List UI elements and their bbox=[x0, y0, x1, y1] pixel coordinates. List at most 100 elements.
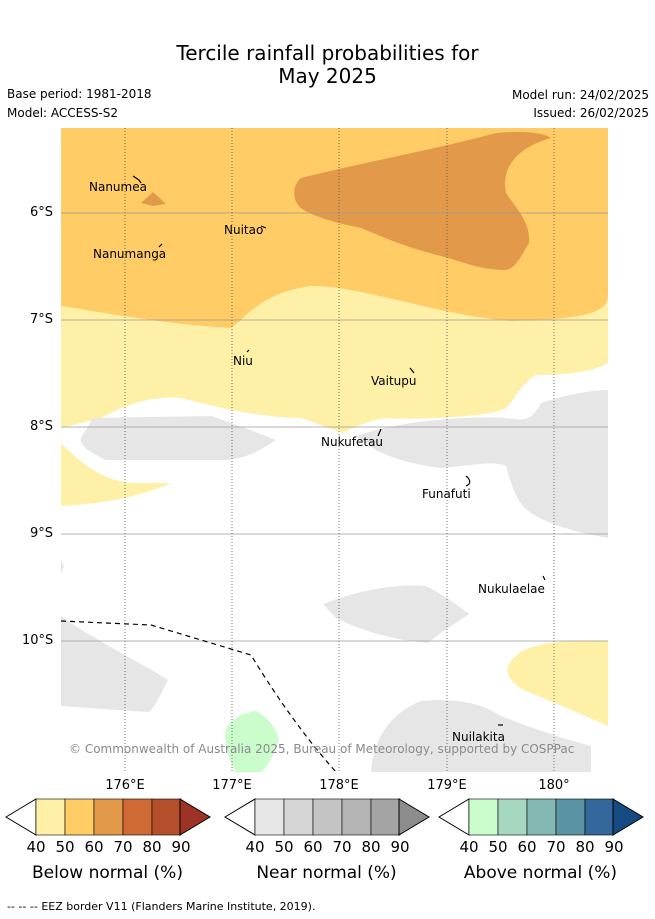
colorbar-near-normal bbox=[224, 798, 430, 836]
eez-legend-symbol: -- -- -- bbox=[7, 900, 38, 913]
place-label-nanumea: Nanumea bbox=[89, 180, 147, 194]
near-normal-40-region-edge bbox=[61, 560, 64, 574]
place-label-nukulaelae: Nukulaelae bbox=[478, 582, 545, 596]
map-title-line2: May 2025 bbox=[278, 64, 377, 88]
colorbar-below-cell-70 bbox=[122, 798, 153, 836]
place-label-nukufetau: Nukufetau bbox=[321, 435, 384, 449]
colorbar-below-tick-90: 90 bbox=[171, 838, 191, 856]
lat-label-9s: 9°S bbox=[30, 526, 54, 541]
colorbar-below-cell-60 bbox=[93, 798, 124, 836]
colorbar-below-tick-40: 40 bbox=[26, 838, 46, 856]
lon-label-180: 180° bbox=[538, 778, 570, 793]
eez-legend-label: EEZ border V11 (Flanders Marine Institut… bbox=[41, 900, 316, 913]
near-normal-40-region-southwest bbox=[61, 616, 168, 712]
colorbar-near-under-arrow bbox=[224, 798, 256, 836]
place-label-vaitupu: Vaitupu bbox=[371, 374, 417, 388]
colorbar-above-tick-80: 80 bbox=[575, 838, 595, 856]
longitude-gridlines bbox=[124, 128, 555, 772]
colorbar-above-normal bbox=[438, 798, 644, 836]
colorbar-near-cell-60 bbox=[312, 798, 343, 836]
lon-label-179e: 179°E bbox=[427, 778, 467, 793]
colorbar-near-cell-50 bbox=[283, 798, 314, 836]
colorbar-below-title: Below normal (%) bbox=[32, 863, 183, 883]
island-mark-nukulaelae bbox=[542, 575, 546, 581]
colorbar-near-tick-40: 40 bbox=[245, 838, 265, 856]
colorbar-near-over-arrow bbox=[398, 798, 430, 836]
colorbar-near-tick-70: 70 bbox=[332, 838, 352, 856]
colorbar-above-tick-90: 90 bbox=[604, 838, 624, 856]
island-marks bbox=[132, 175, 546, 726]
below-normal-40-region-southeast bbox=[507, 640, 608, 726]
eez-border-line bbox=[61, 620, 337, 772]
colorbar-below-normal bbox=[5, 798, 211, 836]
model-name: Model: ACCESS-S2 bbox=[7, 106, 119, 120]
near-normal-40-region-southeast bbox=[371, 700, 591, 772]
place-label-nanumanga: Nanumanga bbox=[93, 247, 167, 261]
island-mark-nukufetau bbox=[377, 428, 382, 437]
colorbar-above-cell-70 bbox=[555, 798, 586, 836]
colorbar-above-tick-60: 60 bbox=[517, 838, 537, 856]
place-label-funafuti: Funafuti bbox=[422, 487, 471, 501]
colorbar-above-cell-50 bbox=[497, 798, 528, 836]
colorbar-below-tick-50: 50 bbox=[55, 838, 75, 856]
colorbar-near-tick-80: 80 bbox=[361, 838, 381, 856]
colorbar-below-cells bbox=[35, 798, 182, 836]
colorbar-below-under-arrow bbox=[5, 798, 37, 836]
island-mark-nuitao bbox=[260, 225, 267, 229]
lat-label-8s: 8°S bbox=[30, 419, 54, 434]
colorbar-near-cell-70 bbox=[341, 798, 372, 836]
lat-label-7s: 7°S bbox=[30, 312, 54, 327]
eez-legend: -- -- -- EEZ border V11 (Flanders Marine… bbox=[7, 900, 315, 913]
colorbar-above-tick-50: 50 bbox=[488, 838, 508, 856]
below-normal-40-region bbox=[61, 286, 608, 433]
latitude-gridlines bbox=[61, 212, 608, 642]
colorbar-below-cell-80 bbox=[151, 798, 182, 836]
colorbar-below-cell-50 bbox=[64, 798, 95, 836]
island-mark-niu bbox=[246, 349, 250, 353]
colorbar-above-cell-40 bbox=[468, 798, 499, 836]
colorbar-above-under-arrow bbox=[438, 798, 470, 836]
colorbar-near-tick-60: 60 bbox=[303, 838, 323, 856]
colorbar-near-cell-40 bbox=[254, 798, 285, 836]
colorbar-near-cells bbox=[254, 798, 401, 836]
base-period: Base period: 1981-2018 bbox=[7, 87, 152, 101]
island-mark-funafuti bbox=[465, 475, 471, 487]
near-normal-40-region-south-central bbox=[323, 585, 469, 643]
below-normal-70-region bbox=[294, 131, 551, 270]
map-title-line1: Tercile rainfall probabilities for bbox=[176, 41, 479, 65]
colorbar-above-cell-80 bbox=[584, 798, 615, 836]
lon-label-176e: 176°E bbox=[105, 778, 145, 793]
lat-label-6s: 6°S bbox=[30, 205, 54, 220]
lon-label-178e: 178°E bbox=[319, 778, 359, 793]
colorbar-above-cell-60 bbox=[526, 798, 557, 836]
colorbar-below-over-arrow bbox=[179, 798, 211, 836]
place-label-nuilakita: Nuilakita bbox=[452, 730, 505, 744]
above-normal-40-region bbox=[225, 711, 279, 772]
colorbar-below-cell-40 bbox=[35, 798, 66, 836]
colorbar-above-over-arrow bbox=[612, 798, 644, 836]
place-label-nuitao: Nuitao bbox=[224, 223, 264, 237]
colorbar-above-cells bbox=[468, 798, 615, 836]
colorbar-below-tick-70: 70 bbox=[113, 838, 133, 856]
colorbar-below-tick-80: 80 bbox=[142, 838, 162, 856]
model-run-date: Model run: 24/02/2025 bbox=[511, 88, 649, 102]
colorbar-above-title: Above normal (%) bbox=[463, 863, 618, 883]
colorbar-above-tick-70: 70 bbox=[546, 838, 566, 856]
below-normal-70-patch-nanumea bbox=[141, 192, 166, 206]
copyright-notice: © Commonwealth of Australia 2025, Bureau… bbox=[69, 742, 575, 756]
island-mark-nanumanga bbox=[158, 243, 163, 248]
colorbar-near-tick-90: 90 bbox=[390, 838, 410, 856]
lat-label-10s: 10°S bbox=[22, 633, 54, 648]
colorbar-near-cell-80 bbox=[370, 798, 401, 836]
colorbar-near-title: Near normal (%) bbox=[256, 863, 397, 883]
place-label-niu: Niu bbox=[233, 354, 253, 368]
below-normal-40-region-west bbox=[61, 443, 171, 506]
rainfall-map bbox=[61, 128, 608, 772]
island-mark-vaitupu bbox=[409, 367, 415, 374]
issued-date: Issued: 26/02/2025 bbox=[533, 106, 649, 120]
colorbar-below-tick-60: 60 bbox=[84, 838, 104, 856]
colorbar-near-tick-50: 50 bbox=[274, 838, 294, 856]
island-mark-nanumea bbox=[132, 175, 142, 184]
map-frame bbox=[61, 128, 608, 772]
colorbar-above-tick-40: 40 bbox=[459, 838, 479, 856]
